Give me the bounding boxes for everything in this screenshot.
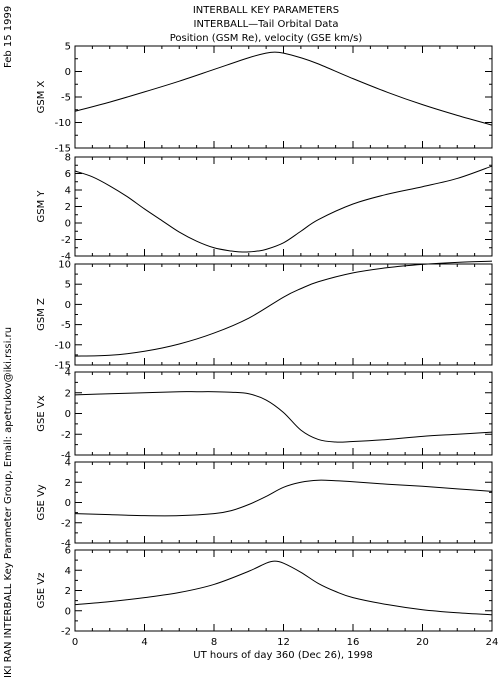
plot-panels: -15 -10 -5 0 5 GSM X -4 -2 0 2 4 6 8 GSM Y -15 -10 -5 0 5 1… [36, 42, 493, 638]
panel-4: -4 -2 0 2 4 GSE Vy [36, 458, 493, 550]
y-tick-label: 4 [65, 186, 71, 197]
y-tick-label: -2 [61, 430, 71, 441]
y-tick-label: 6 [65, 546, 71, 557]
y-tick-label: -10 [55, 340, 71, 351]
y-tick-label: -15 [55, 144, 71, 155]
panel-frame [74, 45, 493, 149]
y-axis-label: GSE Vy [36, 484, 47, 520]
y-axis-label: GSE Vz [36, 573, 47, 609]
series-line [74, 479, 493, 517]
series-line [74, 51, 493, 126]
y-axis-label: GSM Z [36, 298, 47, 331]
y-tick-label: 10 [58, 260, 71, 271]
header-line-3: Position (GSM Re), velocity (GSE km/s) [170, 33, 363, 44]
credit-line: IKI RAN INTERBALL Key Parameter Group, E… [3, 327, 14, 678]
panel-5: -2 0 2 4 6 GSE Vz [36, 546, 493, 638]
y-tick-label: 0 [65, 300, 71, 311]
y-tick-label: -2 [61, 518, 71, 529]
y-axis-label: GSM X [36, 80, 47, 113]
y-axis-label: GSM Y [36, 190, 47, 223]
y-tick-label: -15 [55, 361, 71, 372]
series-line [74, 560, 493, 616]
date-stamp: Feb 15 1999 [3, 6, 14, 68]
panel-frame [74, 156, 493, 257]
y-tick-label: 0 [65, 219, 71, 230]
x-tick-label: 20 [416, 637, 429, 648]
y-tick-label: 4 [65, 566, 71, 577]
x-tick-label: 0 [72, 637, 78, 648]
y-tick-label: -2 [61, 627, 71, 638]
panel-frame [74, 263, 493, 366]
panel-frame [74, 461, 493, 544]
series-line [74, 260, 493, 357]
y-tick-label: 0 [65, 67, 71, 78]
y-tick-label: -4 [61, 451, 71, 462]
y-tick-label: -4 [61, 252, 71, 263]
panel-1: -4 -2 0 2 4 6 8 GSM Y [36, 153, 493, 263]
y-tick-label: 5 [65, 280, 71, 291]
x-axis-label: UT hours of day 360 (Dec 26), 1998 [193, 650, 372, 661]
x-tick-label: 16 [347, 637, 360, 648]
y-tick-label: 2 [65, 388, 71, 399]
y-tick-label: 2 [65, 202, 71, 213]
y-tick-label: 0 [65, 606, 71, 617]
panel-frame [74, 371, 493, 456]
y-tick-label: -5 [61, 320, 71, 331]
y-tick-label: 0 [65, 498, 71, 509]
y-tick-label: 0 [65, 409, 71, 420]
series-line [74, 391, 493, 443]
x-tick-label: 8 [211, 637, 217, 648]
y-tick-label: 2 [65, 586, 71, 597]
x-tick-label: 12 [277, 637, 290, 648]
panel-0: -15 -10 -5 0 5 GSM X [36, 42, 493, 155]
x-tick-label: 4 [141, 637, 147, 648]
panel-frame [74, 549, 493, 632]
header-line-2: INTERBALL—Tail Orbital Data [194, 19, 339, 30]
y-tick-label: -5 [61, 93, 71, 104]
y-tick-label: 8 [65, 153, 71, 164]
y-tick-label: 2 [65, 478, 71, 489]
panel-2: -15 -10 -5 0 5 10 GSM Z [36, 260, 493, 372]
y-tick-label: 4 [65, 368, 71, 379]
x-tick-label: 24 [486, 637, 499, 648]
y-axis-label: GSE Vx [36, 395, 47, 431]
y-tick-label: 5 [65, 42, 71, 53]
series-line [74, 165, 493, 253]
x-axis-ticks: 0 4 8 12 16 20 24 [72, 637, 499, 648]
panel-3: -4 -2 0 2 4 GSE Vx [36, 368, 493, 462]
y-tick-label: 6 [65, 169, 71, 180]
y-tick-label: -4 [61, 539, 71, 550]
y-tick-label: 4 [65, 458, 71, 469]
header-line-1: INTERBALL KEY PARAMETERS [193, 5, 339, 16]
y-tick-label: -10 [55, 118, 71, 129]
y-tick-label: -2 [61, 235, 71, 246]
